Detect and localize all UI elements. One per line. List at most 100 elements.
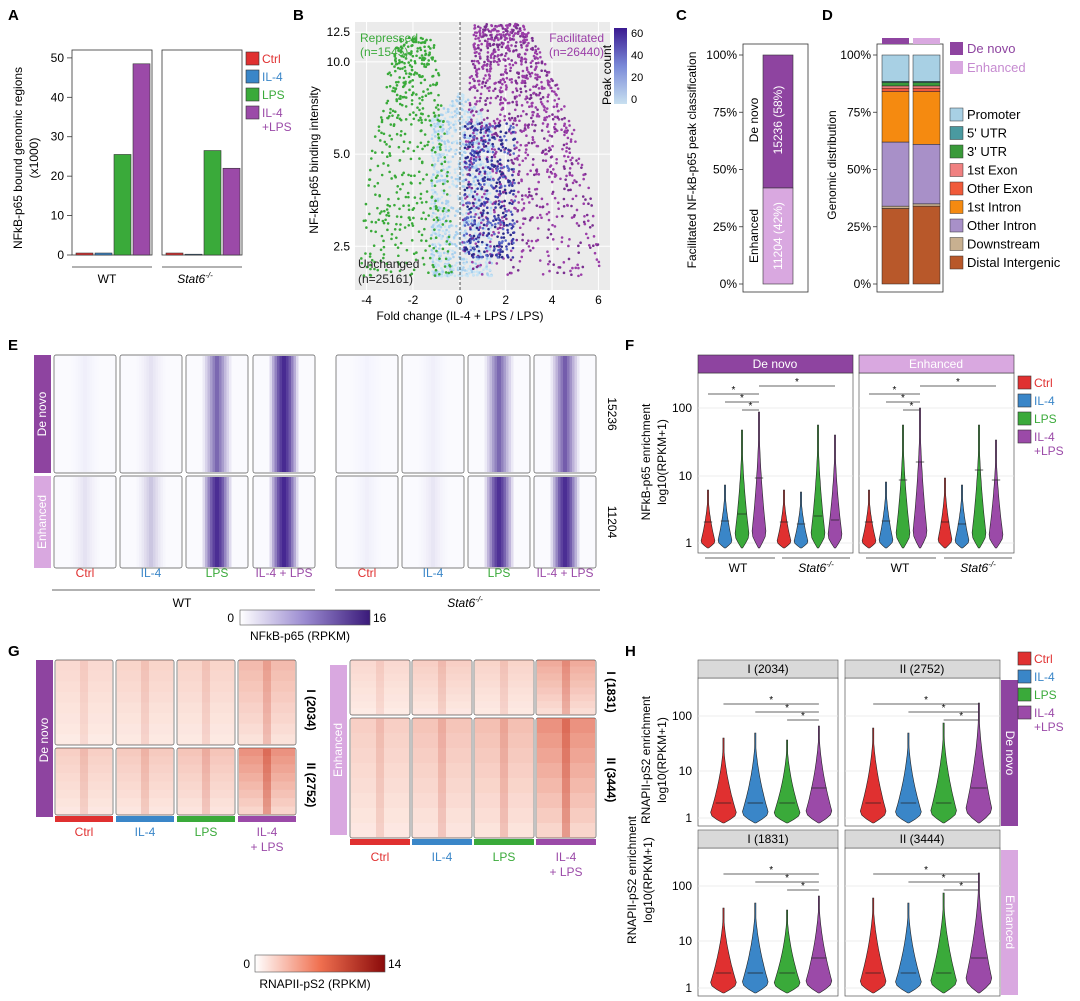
point-repressed [409,73,413,76]
point-unchanged [437,157,440,160]
point-unchanged [434,125,437,128]
panel-h-legend-swatch-lps [1017,687,1032,702]
heatmap-cell [467,354,531,474]
point-facilitated [540,197,544,201]
point-facilitated [485,34,488,37]
point-dense [472,135,475,139]
point-unchanged [465,260,469,264]
heat-right-bottom-band [413,718,471,733]
point-facilitated [548,114,551,118]
point-unchanged [430,199,434,202]
point-facilitated [488,77,491,80]
point-unchanged [451,179,455,183]
point-dense [469,241,472,245]
point-facilitated [474,155,478,159]
point-repressed [393,203,396,207]
point-repressed [369,267,372,271]
point-unchanged [489,176,493,179]
point-facilitated [560,236,564,239]
point-repressed [421,177,425,181]
point-unchanged [440,139,444,142]
point-dense [505,245,508,248]
point-repressed [364,202,368,206]
point-unchanged [462,266,465,269]
point-facilitated [518,148,521,152]
point-facilitated [530,239,534,243]
point-unchanged [465,135,469,138]
point-repressed [399,97,402,101]
heat-right-bottom-band [537,733,595,748]
point-facilitated [587,244,591,247]
heatmap-signal [487,477,511,567]
y-tick-label: 50 [51,51,65,65]
point-facilitated [514,87,518,90]
point-facilitated [539,55,542,59]
heat-right-top-band [351,701,409,709]
point-facilitated [576,162,580,165]
point-repressed [380,173,384,177]
point-dense [468,163,472,166]
panel-f-legend-swatch-lps [1017,411,1032,426]
point-facilitated [472,114,475,117]
point-unchanged [467,193,471,197]
point-unchanged [464,251,467,255]
stack-Distal Intergenic [912,205,941,285]
point-facilitated [474,34,478,38]
point-repressed [429,123,433,127]
point-facilitated [573,179,576,182]
h-violin-0-3 [805,725,833,824]
point-facilitated [568,151,572,155]
point-facilitated [568,171,572,175]
point-dense [474,175,477,179]
point-unchanged [456,179,460,183]
point-dense [472,161,476,165]
colorbar-tick-20: 20 [631,72,643,84]
heat-right-bottom-band [351,808,409,823]
y-tick-label: 25% [713,220,737,234]
point-facilitated [510,80,514,84]
point-unchanged [460,115,464,119]
point-facilitated [502,204,506,208]
point-facilitated [475,50,478,54]
point-unchanged [479,163,482,166]
point-facilitated [566,136,570,140]
point-facilitated [490,23,493,27]
point-unchanged [472,208,476,211]
point-dense [503,199,506,203]
point-dense [463,125,467,128]
point-facilitated [530,194,533,198]
heat-right-bottom-band [537,793,595,808]
point-facilitated [496,55,499,58]
point-repressed [400,173,404,177]
point-facilitated [472,204,476,208]
panel-f-ylabel-2: log10(RPKM+1) [655,419,669,505]
point-dense [473,221,476,224]
point-repressed [378,139,382,142]
point-facilitated [474,242,478,245]
point-repressed [402,44,406,47]
point-facilitated [511,90,515,94]
point-repressed [389,73,393,77]
point-facilitated [524,90,528,93]
point-repressed [411,44,414,47]
panel-a-legend: Ctrl IL-4 LPS IL-4 +LPS [245,51,292,134]
point-repressed [428,119,432,122]
point-dense [496,256,500,259]
heatmap-signal [146,477,156,567]
panel-b-colorbar [614,28,627,104]
point-repressed [369,229,373,233]
point-facilitated [535,192,538,196]
point-facilitated [488,74,492,78]
point-repressed [443,156,447,159]
point-unchanged [439,129,442,132]
panel-d-ylabel: Genomic distribution [825,110,839,219]
point-facilitated [496,45,500,49]
point-facilitated [547,218,551,222]
heat-right-top-band [413,673,471,681]
heatmap-signal [83,356,87,472]
point-facilitated [564,178,567,181]
point-facilitated [500,36,503,39]
point-dense [469,183,472,186]
point-dense [486,197,490,201]
heat-right-top-band [351,673,409,681]
